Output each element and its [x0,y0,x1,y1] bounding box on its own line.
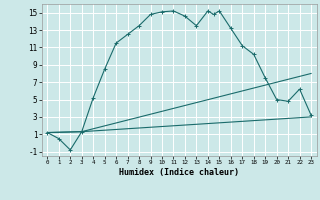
X-axis label: Humidex (Indice chaleur): Humidex (Indice chaleur) [119,168,239,177]
